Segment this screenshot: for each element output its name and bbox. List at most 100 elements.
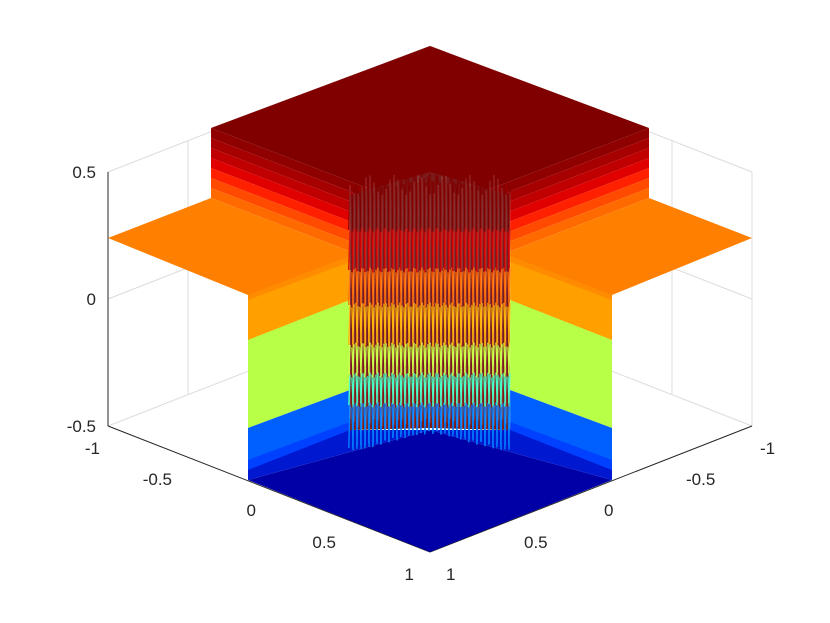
oscillation-stroke (500, 186, 503, 230)
oscillation-stroke (504, 346, 507, 377)
oscillation-stroke (388, 231, 391, 272)
oscillation-stroke (476, 272, 479, 308)
y-tick-label: 1 (446, 565, 455, 584)
oscillation-stroke (456, 373, 459, 404)
oscillation-stroke (368, 227, 371, 268)
oscillation-stroke (452, 230, 455, 272)
oscillation-stroke (508, 343, 511, 374)
oscillation-stroke (460, 376, 463, 408)
oscillation-stroke (376, 372, 379, 403)
oscillation-stroke (436, 403, 439, 432)
oscillation-stroke (436, 343, 439, 374)
axes (107, 172, 753, 553)
oscillation-stroke (432, 181, 435, 232)
oscillation-stroke (452, 181, 455, 232)
oscillation-stroke (472, 372, 475, 403)
oscillation-stroke (472, 227, 475, 268)
oscillation-stroke (428, 402, 431, 430)
oscillation-stroke (360, 303, 363, 344)
y-axis-line (429, 425, 753, 553)
oscillation-stroke (360, 403, 363, 446)
oscillation-stroke (500, 269, 503, 305)
oscillation-stroke (508, 228, 511, 269)
oscillation-stroke (468, 307, 471, 348)
oscillation-stroke (428, 173, 431, 228)
oscillation-stroke (404, 268, 407, 304)
oscillation-stroke (432, 231, 435, 272)
oscillation-stroke (416, 232, 419, 273)
oscillation-stroke (476, 347, 479, 378)
oscillation-stroke (444, 374, 447, 405)
oscillation-stroke (440, 179, 443, 231)
oscillation-stroke (440, 270, 443, 306)
oscillation-stroke (448, 304, 451, 345)
oscillation-stroke (440, 375, 443, 406)
oscillation-stroke (408, 406, 411, 437)
oscillation-stroke (404, 228, 407, 269)
oscillation-stroke (432, 306, 435, 347)
oscillation-stroke (428, 267, 431, 303)
surface-bottom-plateau (248, 430, 612, 552)
oscillation-stroke (496, 270, 499, 306)
oscillation-stroke (492, 270, 495, 306)
oscillation-stroke (400, 180, 403, 231)
y-tick-label: 0 (604, 501, 613, 520)
oscillation-stroke (380, 377, 383, 408)
oscillation-stroke (468, 407, 471, 443)
y-tick-label: 0.5 (524, 533, 548, 552)
y-tick-labels: 1 0.5 0 -0.5 -1 (446, 439, 775, 584)
oscillation-stroke (412, 174, 415, 229)
z-tick-labels: 0.5 0 -0.5 (67, 163, 96, 436)
oscillation-stroke (400, 375, 403, 406)
oscillation-stroke (384, 303, 387, 344)
oscillation-stroke (484, 187, 487, 232)
oscillation-stroke (396, 270, 399, 306)
oscillation-stroke (348, 229, 351, 271)
oscillation-stroke (476, 187, 479, 233)
oscillation-stroke (348, 304, 351, 346)
oscillation-stroke (356, 376, 359, 407)
oscillation-stroke (460, 306, 463, 348)
oscillation-stroke (376, 267, 379, 303)
oscillation-stroke (360, 183, 363, 229)
oscillation-stroke (500, 229, 503, 270)
y-tick-label: -1 (760, 439, 775, 458)
oscillation-stroke (388, 306, 391, 347)
oscillation-stroke (496, 405, 499, 448)
oscillation-stroke (496, 305, 499, 346)
oscillation-stroke (436, 228, 439, 269)
oscillation-stroke (492, 375, 495, 406)
oscillation-stroke (492, 345, 495, 376)
oscillation-stroke (508, 303, 511, 344)
oscillation-stroke (420, 267, 423, 303)
oscillation-stroke (372, 232, 375, 273)
oscillation-stroke (372, 272, 375, 308)
oscillation-stroke (488, 344, 491, 375)
oscillation-stroke (400, 230, 403, 271)
x-tick-labels: -1 -0.5 0 0.5 1 (85, 439, 414, 584)
oscillation-stroke (452, 270, 455, 307)
oscillation-stroke (352, 344, 355, 375)
oscillation-stroke (432, 346, 435, 377)
oscillation-stroke (436, 303, 439, 344)
oscillation-stroke (480, 343, 483, 374)
oscillation-stroke (380, 347, 383, 378)
oscillation-stroke (364, 307, 367, 348)
oscillation-stroke (388, 406, 391, 442)
oscillation-stroke (424, 377, 427, 408)
oscillation-stroke (432, 406, 435, 434)
oscillation-stroke (464, 302, 467, 343)
x-tick-label: 1 (405, 565, 414, 584)
oscillation-stroke (444, 269, 447, 305)
oscillation-stroke (380, 272, 383, 308)
oscillation-stroke (488, 374, 491, 405)
oscillation-stroke (412, 227, 415, 269)
oscillation-stroke (364, 377, 367, 408)
oscillation-stroke (436, 268, 439, 304)
oscillation-stroke (496, 345, 499, 376)
oscillation-stroke (476, 307, 479, 348)
surface-bottom-right-edge (430, 430, 612, 480)
oscillation-stroke (484, 271, 487, 307)
oscillation-stroke (356, 271, 359, 307)
oscillation-stroke (468, 377, 471, 408)
